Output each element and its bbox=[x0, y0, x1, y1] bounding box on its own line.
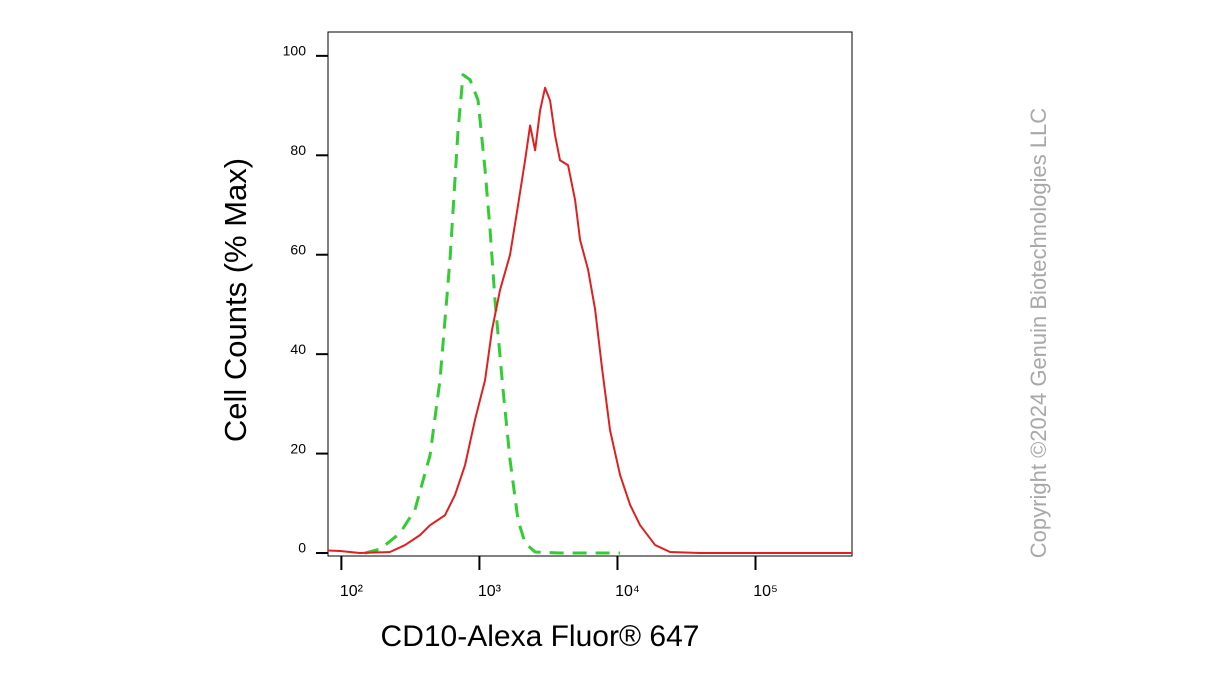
x-tick-label: 10⁴ bbox=[615, 583, 640, 600]
y-tick-label: 0 bbox=[298, 540, 306, 556]
x-tick-label: 10⁵ bbox=[753, 583, 777, 600]
x-tick-label: 10³ bbox=[478, 583, 502, 600]
y-tick-label: 100 bbox=[283, 43, 307, 59]
y-tick-label: 80 bbox=[290, 142, 306, 158]
copyright: Copyright ©2024 Genuin Biotechnologies L… bbox=[1026, 108, 1051, 559]
y-axis-title: Cell Counts (% Max) bbox=[218, 158, 253, 442]
x-axis-title: CD10-Alexa Fluor® 647 bbox=[381, 620, 700, 653]
y-tick-label: 20 bbox=[290, 440, 306, 456]
series-line bbox=[327, 86, 852, 555]
series-line bbox=[364, 73, 621, 555]
plot-frame bbox=[327, 31, 853, 557]
y-tick-label: 60 bbox=[290, 241, 306, 257]
y-tick-label: 40 bbox=[290, 341, 306, 357]
x-tick-label: 10² bbox=[340, 583, 364, 600]
